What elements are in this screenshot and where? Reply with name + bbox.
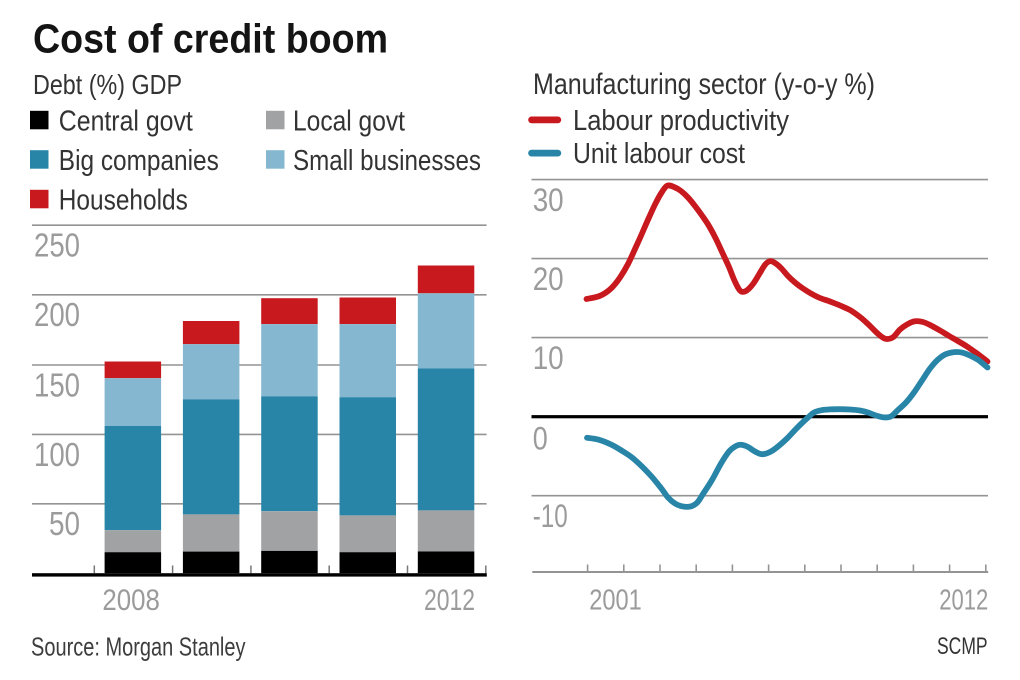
svg-text:Debt (%) GDP: Debt (%) GDP: [33, 69, 182, 100]
svg-text:200: 200: [34, 296, 80, 333]
svg-text:Labour productivity: Labour productivity: [573, 105, 789, 137]
svg-text:Manufacturing sector (y-o-y %): Manufacturing sector (y-o-y %): [533, 68, 875, 101]
svg-text:50: 50: [49, 505, 80, 542]
svg-text:2008: 2008: [102, 584, 159, 617]
svg-text:20: 20: [533, 261, 564, 297]
svg-text:0: 0: [533, 421, 548, 457]
svg-text:SCMP: SCMP: [937, 633, 988, 660]
svg-text:2012: 2012: [424, 584, 475, 617]
svg-text:150: 150: [34, 366, 80, 403]
svg-text:Local govt: Local govt: [293, 105, 405, 137]
svg-text:Cost of credit boom: Cost of credit boom: [33, 16, 388, 62]
svg-text:-10: -10: [533, 498, 568, 534]
svg-text:Central govt: Central govt: [59, 105, 193, 137]
svg-text:2012: 2012: [939, 584, 988, 616]
svg-text:Households: Households: [59, 185, 188, 217]
svg-text:30: 30: [533, 182, 564, 218]
svg-text:100: 100: [34, 436, 80, 473]
svg-text:Unit labour cost: Unit labour cost: [573, 138, 745, 170]
svg-text:Big companies: Big companies: [59, 145, 219, 177]
svg-text:2001: 2001: [589, 584, 642, 616]
svg-text:Source: Morgan Stanley: Source: Morgan Stanley: [31, 631, 246, 661]
svg-text:250: 250: [34, 227, 80, 264]
svg-text:10: 10: [533, 340, 564, 376]
svg-text:Small businesses: Small businesses: [293, 145, 481, 177]
